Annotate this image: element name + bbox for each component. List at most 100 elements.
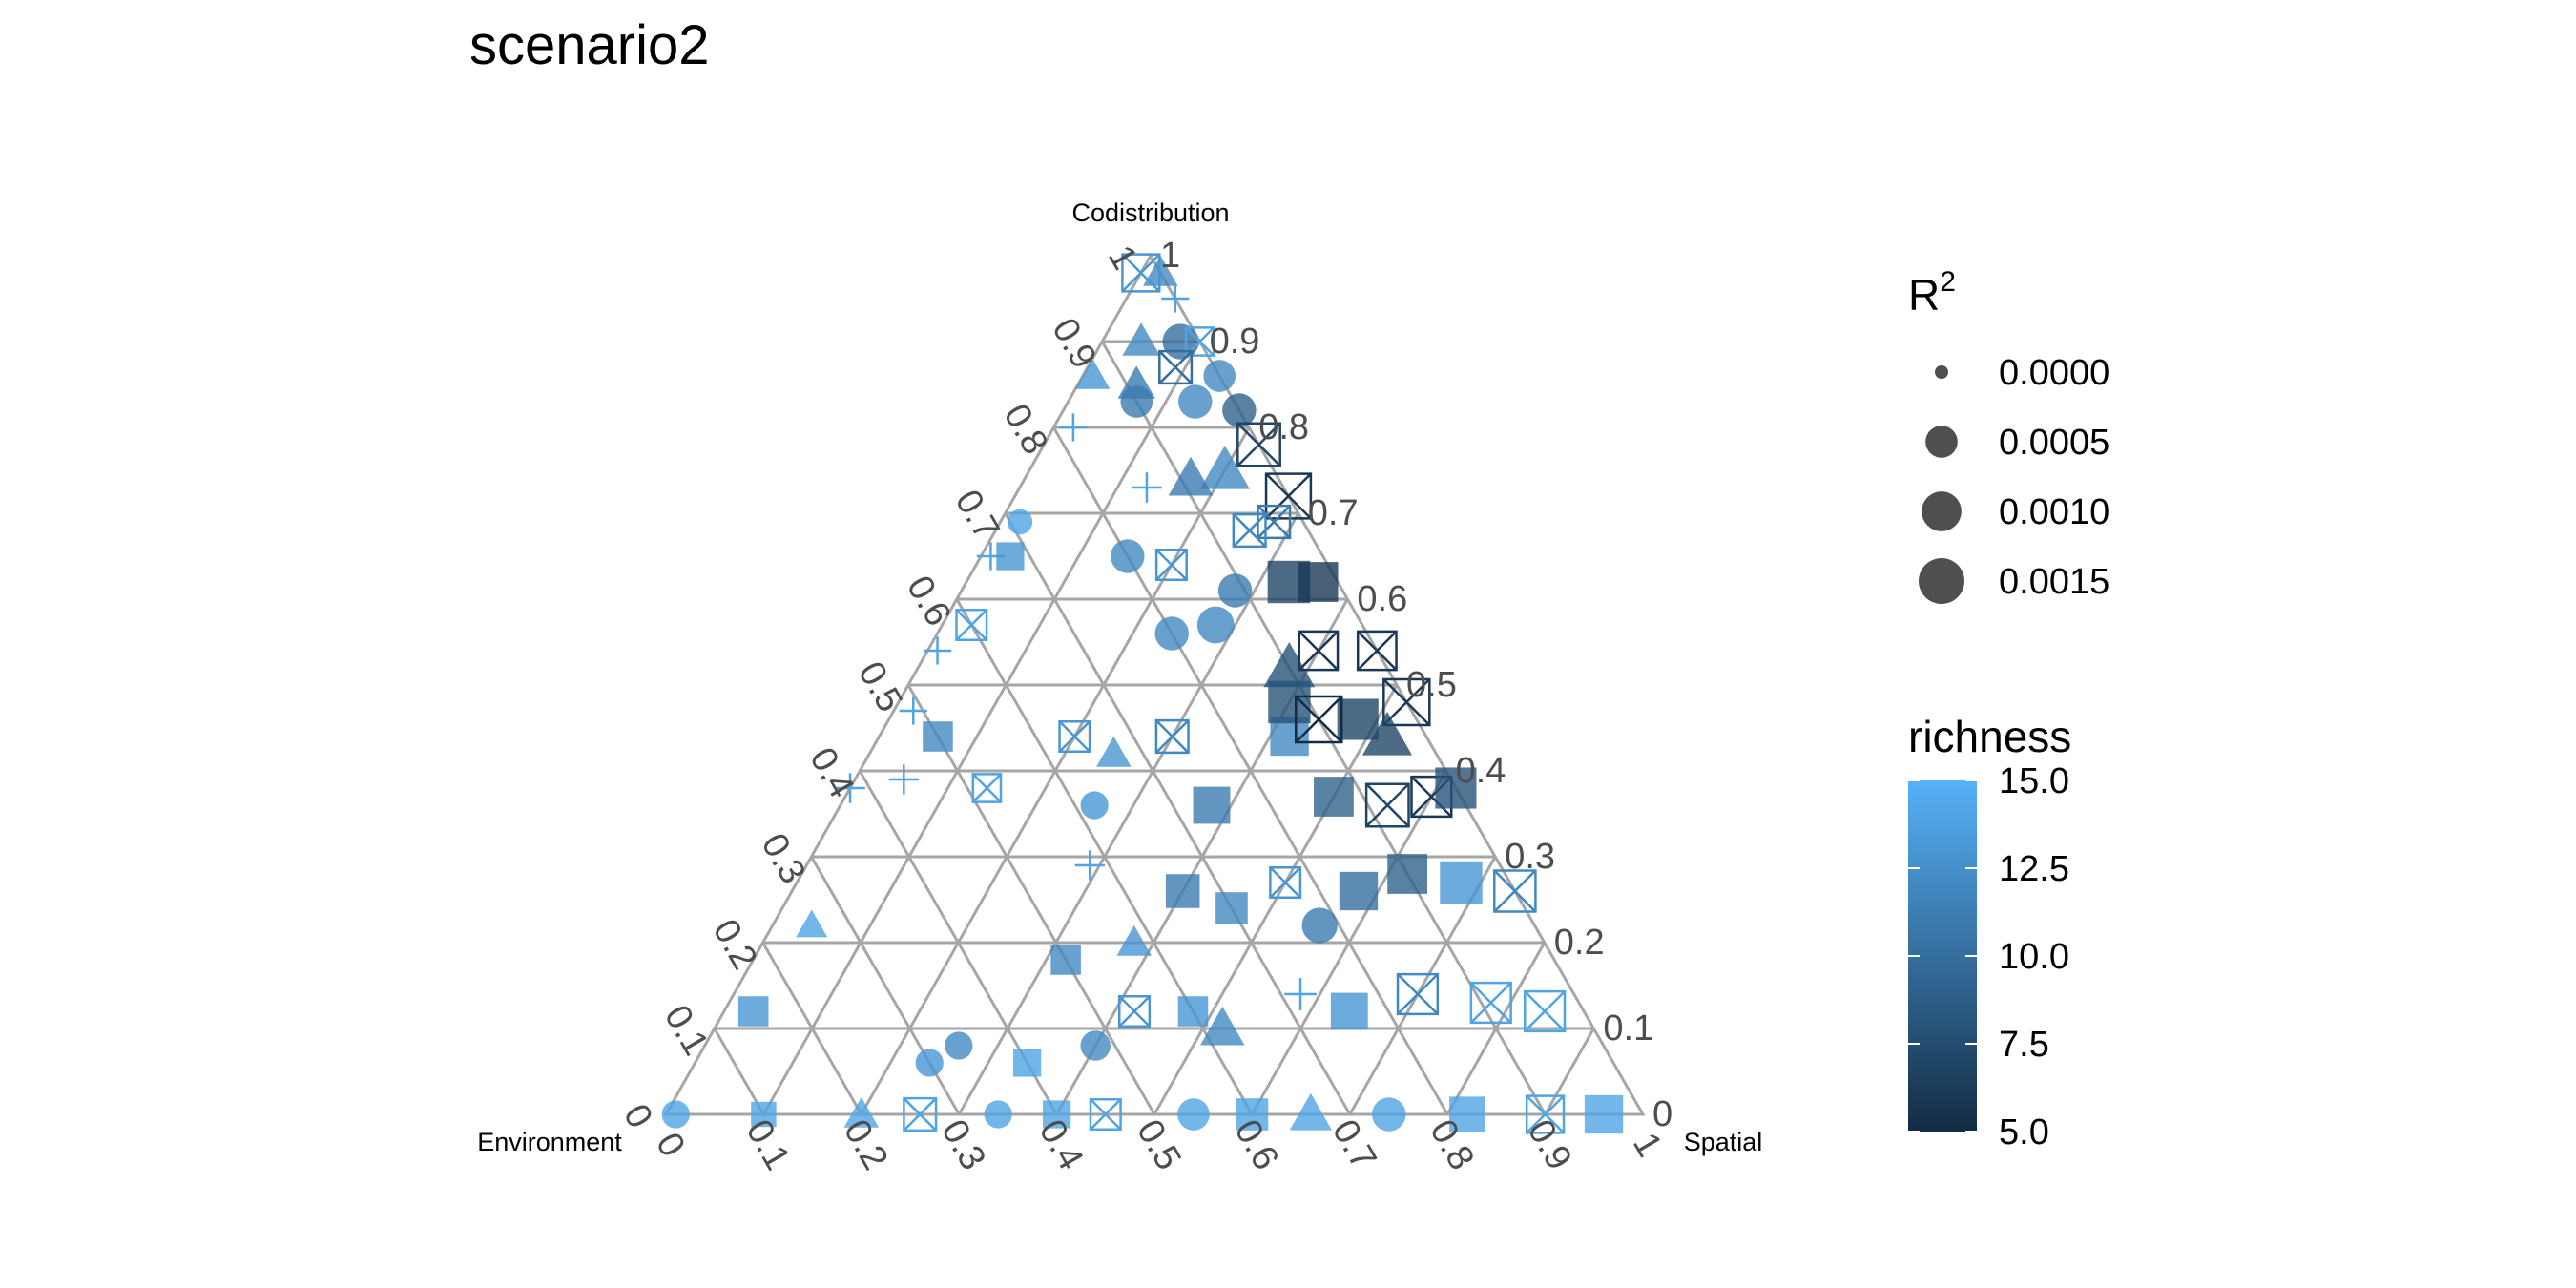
data-point: [1058, 719, 1091, 754]
tick-label-right: 0.3: [1505, 837, 1555, 877]
grid-line: [762, 341, 1201, 1115]
grid-line: [1153, 684, 1399, 1115]
tick-label-bottom: 0: [648, 1126, 693, 1163]
data-point: [1096, 736, 1132, 767]
tick-label-bottom: 0.1: [737, 1113, 798, 1177]
data-point: [835, 773, 865, 803]
tick-labels: 00 00.10.1 0.10.20.2 0.20.30.3 0.30.40.4 0.40…: [615, 236, 1672, 1176]
data-point: [903, 1096, 938, 1132]
data-point: [1080, 1030, 1111, 1061]
size-legend-label: 0.0005: [1999, 423, 2109, 463]
tick-label-left: 0.6: [899, 570, 959, 634]
data-point: [1059, 413, 1088, 442]
axis-label-left: Environment: [477, 1128, 622, 1156]
data-point: [1387, 854, 1428, 894]
data-point: [1449, 1096, 1485, 1132]
data-point: [1193, 786, 1231, 824]
data-point: [1168, 456, 1214, 496]
size-legend-symbol: [1919, 558, 1964, 604]
data-point: [1440, 861, 1483, 904]
tick-label-left: 0.5: [850, 655, 910, 719]
data-point: [1222, 393, 1257, 427]
axis-label-top: Codistribution: [1071, 198, 1229, 227]
data-point: [1165, 874, 1200, 908]
data-point: [971, 773, 1003, 803]
data-points: [661, 253, 1624, 1134]
tick-label-right: 0.6: [1357, 579, 1407, 619]
data-point: [1584, 1094, 1624, 1134]
data-point: [899, 696, 927, 725]
data-point: [737, 996, 769, 1027]
size-legend-symbol: [1925, 426, 1958, 458]
data-point: [945, 1031, 973, 1060]
color-legend-label: 10.0: [1999, 937, 2069, 977]
grid-line: [1544, 1028, 1595, 1115]
tick-label-bottom: 0.4: [1031, 1113, 1091, 1177]
color-legend-title: richness: [1908, 712, 2071, 761]
size-legend-label: 0.0015: [1999, 562, 2109, 602]
data-point: [1236, 422, 1281, 467]
tick-label-left: 0.4: [801, 741, 862, 805]
data-point: [1298, 562, 1339, 602]
grid-line: [957, 512, 1300, 1115]
data-point: [1217, 573, 1253, 608]
tick-label-right: 0.7: [1308, 493, 1359, 533]
color-legend-label: 7.5: [1999, 1025, 2049, 1065]
axis-label-right: Spatial: [1684, 1128, 1763, 1156]
data-point: [1264, 472, 1313, 520]
tick-label-right: 0.2: [1554, 923, 1605, 963]
tick-label-bottom: 0.9: [1520, 1113, 1580, 1177]
grid-line: [1004, 512, 1352, 1115]
data-point: [915, 1049, 944, 1077]
grid-line: [1445, 942, 1547, 1115]
data-point: [1121, 253, 1161, 293]
tick-label-left: 0.7: [947, 484, 1008, 548]
data-point: [1177, 996, 1209, 1027]
data-point: [1396, 972, 1440, 1016]
data-point: [1361, 711, 1413, 756]
chart-title: scenario2: [469, 14, 710, 76]
data-point: [1301, 907, 1338, 944]
data-point: [1161, 284, 1190, 313]
data-point: [1337, 698, 1379, 740]
tick-label-right: 0.8: [1258, 407, 1309, 447]
data-point: [1154, 616, 1189, 651]
tick-label-right: 1: [1160, 236, 1180, 276]
data-point: [1294, 695, 1343, 744]
data-point: [1089, 1097, 1122, 1132]
data-point: [1372, 1097, 1406, 1132]
data-point: [1269, 865, 1302, 900]
data-point: [1013, 1049, 1042, 1077]
tick-label-bottom: 0.5: [1129, 1113, 1189, 1177]
tick-label-right: 0: [1652, 1094, 1672, 1134]
grid-line: [761, 942, 863, 1115]
tick-label-bottom: 0.6: [1226, 1113, 1286, 1177]
data-point: [1178, 384, 1213, 419]
size-legend-symbol: [1922, 491, 1962, 531]
data-point: [1523, 989, 1567, 1033]
data-point: [1074, 358, 1111, 389]
data-point: [1289, 1092, 1333, 1131]
data-point: [1074, 850, 1106, 881]
size-legend-symbol: [1935, 365, 1948, 379]
data-point: [1154, 718, 1190, 755]
data-point: [1200, 1006, 1245, 1046]
tick-label-right: 0.5: [1406, 665, 1457, 705]
data-point: [1469, 981, 1512, 1025]
data-point: [843, 1096, 880, 1128]
tick-label-right: 0.4: [1456, 751, 1506, 791]
data-point: [1330, 992, 1368, 1030]
tick-label-bottom: 0.2: [836, 1113, 896, 1177]
color-legend-label: 12.5: [1999, 849, 2069, 889]
data-point: [1118, 994, 1152, 1028]
data-point: [1215, 892, 1248, 924]
data-point: [1236, 1098, 1269, 1131]
data-point: [751, 1101, 777, 1128]
data-point: [1525, 1094, 1566, 1134]
data-point: [923, 721, 953, 752]
data-point: [1263, 642, 1316, 688]
size-legend-title: R2: [1908, 266, 1956, 320]
data-point: [888, 764, 920, 795]
data-point: [923, 636, 952, 665]
data-point: [1314, 777, 1354, 817]
